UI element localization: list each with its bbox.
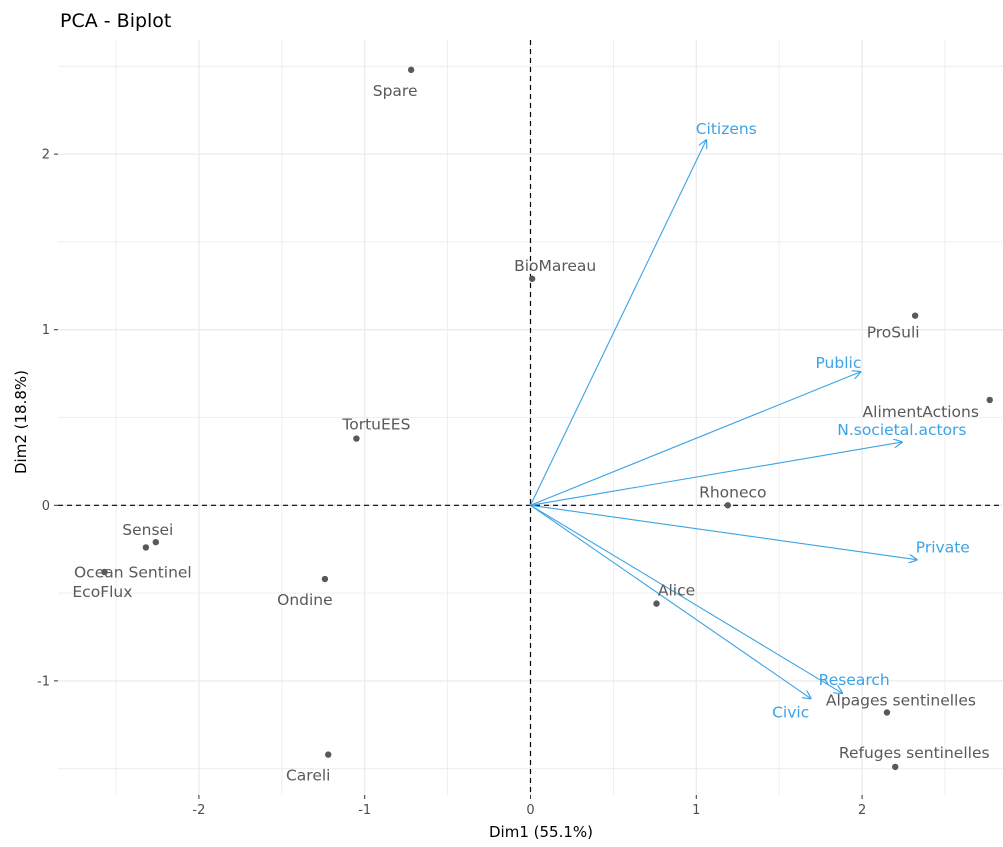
individual-point xyxy=(142,544,150,551)
individual-label: Ocean Sentinel xyxy=(74,563,192,581)
individual-label: TortuEES xyxy=(341,416,410,434)
individual-point xyxy=(653,600,660,607)
individual-label: Alpages sentinelles xyxy=(826,691,976,709)
variable-label: Private xyxy=(916,539,970,557)
y-tick-label: 0 xyxy=(42,499,50,514)
x-tick-label: -1 xyxy=(358,803,371,818)
variable-arrow xyxy=(530,504,843,693)
individual-point xyxy=(883,709,891,716)
individual-point xyxy=(101,568,108,576)
individual-label: AlimentActions xyxy=(863,403,979,421)
individual-point xyxy=(911,312,919,319)
x-axis-title: Dim1 (55.1%) xyxy=(489,823,593,841)
x-tick-label: 0 xyxy=(526,803,534,818)
variable-arrow xyxy=(530,504,811,698)
chart-title: PCA - Biplot xyxy=(60,10,172,32)
tick-labels: -2 -1 0 1 2 -1 0 1 2 xyxy=(37,148,866,818)
x-tick-label: 2 xyxy=(858,803,866,818)
individual-point xyxy=(986,396,993,404)
variable-arrow xyxy=(530,140,707,506)
variable-label: Civic xyxy=(772,703,809,721)
individual-label: EcoFlux xyxy=(72,583,132,601)
individual-point xyxy=(528,275,536,282)
individual-point xyxy=(152,538,160,546)
individual-label: Alice xyxy=(658,582,695,600)
individual-point xyxy=(325,751,332,758)
individual-label: Careli xyxy=(286,767,331,785)
x-tick-label: -2 xyxy=(192,803,205,818)
x-tick-label: 1 xyxy=(692,803,700,818)
individual-label: BioMareau xyxy=(514,257,596,275)
y-tick-label: 2 xyxy=(42,148,50,163)
y-axis-title: Dim2 (18.8%) xyxy=(12,370,30,474)
individual-label: Refuges sentinelles xyxy=(839,744,990,762)
y-tick-label: 1 xyxy=(42,323,50,338)
variable-arrow xyxy=(530,372,861,506)
individual-label: Spare xyxy=(373,82,418,100)
individual-point xyxy=(407,66,415,74)
variable-label: Citizens xyxy=(696,120,757,138)
variable-label: Public xyxy=(815,354,861,372)
variable-arrow xyxy=(530,504,917,559)
individual-point xyxy=(353,435,360,442)
individual-label: Sensei xyxy=(122,521,173,539)
y-tick-label: -1 xyxy=(37,674,50,689)
variable-label: Research xyxy=(819,671,890,689)
individual-label: Ondine xyxy=(277,591,333,609)
variable-arrows: Citizens Public N.societal.actors Private Re… xyxy=(530,120,970,721)
individual-label: ProSuli xyxy=(867,324,920,342)
variable-label: N.societal.actors xyxy=(837,421,966,439)
individual-point xyxy=(892,763,899,771)
individual-points: Spare BioMareau ProSuli AlimentActions Tortu… xyxy=(72,66,993,785)
variable-arrow xyxy=(530,442,902,506)
individual-point xyxy=(724,502,731,509)
individual-point xyxy=(321,575,329,583)
individual-label: Rhoneco xyxy=(699,483,766,501)
